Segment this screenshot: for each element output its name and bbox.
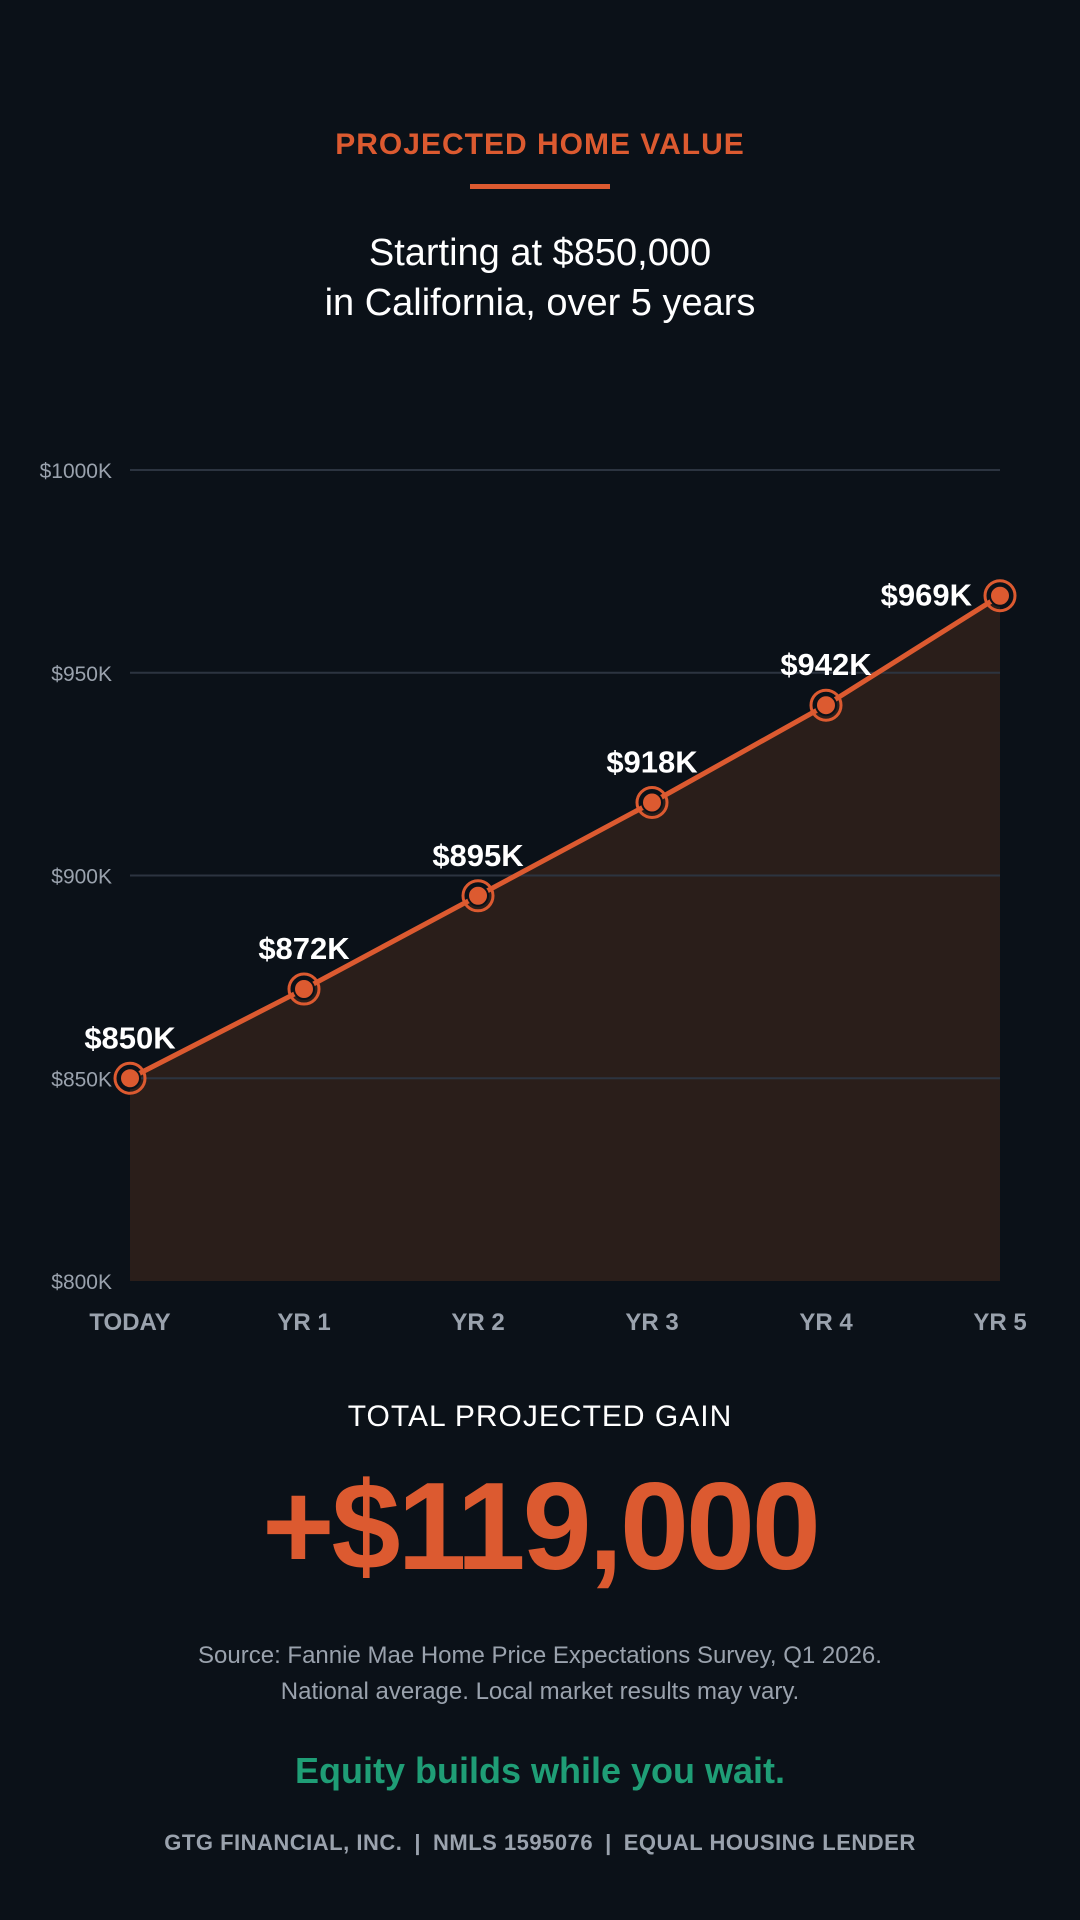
x-tick-label: YR 1 [277,1309,330,1336]
y-tick-label: $850K [51,1068,112,1091]
footer-nmls: NMLS 1595076 [433,1830,594,1855]
chart-subtitle: Starting at $850,000 in California, over… [0,228,1080,328]
data-label: $850K [84,1020,176,1055]
x-tick-label: TODAY [89,1309,170,1336]
data-point [293,978,315,1001]
footer-disclosure: GTG FINANCIAL, INC. | NMLS 1595076 | EQUAL H… [0,1830,1080,1856]
area-fill [130,595,1000,1281]
data-point-ring [635,786,669,820]
y-tick-label: $1000K [40,460,112,483]
x-tick-label: YR 3 [625,1309,678,1336]
footer-separator: | [414,1830,421,1855]
data-point-ring [809,688,843,722]
data-point [815,694,837,717]
data-point [641,791,663,814]
footer-lender: EQUAL HOUSING LENDER [623,1830,916,1855]
source-note: Source: Fannie Mae Home Price Expectatio… [0,1638,1080,1710]
source-line-1: Source: Fannie Mae Home Price Expectatio… [198,1642,882,1669]
data-label: $942K [780,647,872,682]
data-label: $969K [881,578,973,613]
data-point-ring [113,1061,147,1095]
eyebrow-underline [470,184,610,189]
y-tick-label: $950K [51,663,112,686]
y-tick-label: $900K [51,866,112,889]
x-tick-label: YR 5 [973,1309,1026,1336]
series-line [127,593,1003,1081]
data-point-ring [287,972,321,1006]
chart-eyebrow-title: PROJECTED HOME VALUE [335,128,745,161]
total-gain-value: +$119,000 [262,1458,821,1596]
data-point [989,584,1011,607]
data-label: $918K [606,745,698,780]
footer-separator: | [605,1830,612,1855]
source-line-2: National average. Local market results m… [280,1678,800,1705]
x-tick-label: YR 4 [799,1309,853,1336]
data-point-ring [983,579,1017,613]
data-point-ring [461,879,495,913]
data-point [467,884,489,907]
y-tick-label: $800K [51,1271,112,1294]
tagline: Equity builds while you wait. [294,1750,786,1791]
x-tick-label: YR 2 [451,1309,504,1336]
home-value-chart: $800K $850K $900K $950K $1000K $850K $872K $895… [40,460,1027,1336]
footer-company: GTG FINANCIAL, INC. [164,1830,403,1855]
subtitle-line-2: in California, over 5 years [324,282,756,324]
subtitle-line-1: Starting at $850,000 [368,232,712,274]
total-gain-label: TOTAL PROJECTED GAIN [347,1400,733,1433]
data-label: $895K [432,838,524,873]
data-label: $872K [258,931,350,966]
data-point [119,1067,141,1090]
